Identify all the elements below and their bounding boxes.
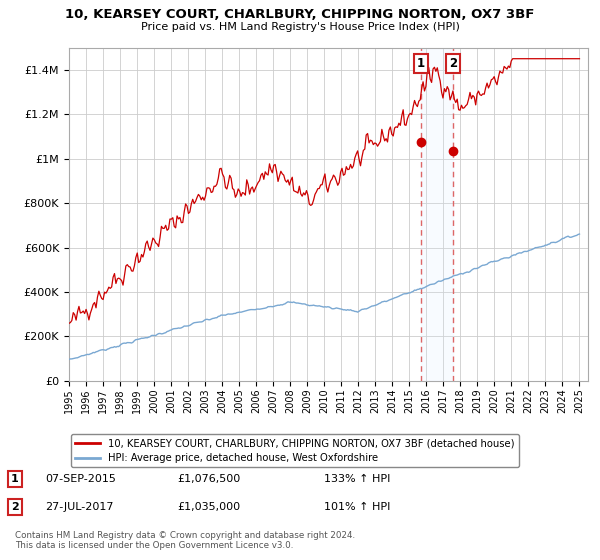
Legend: 10, KEARSEY COURT, CHARLBURY, CHIPPING NORTON, OX7 3BF (detached house), HPI: Av: 10, KEARSEY COURT, CHARLBURY, CHIPPING N… <box>71 434 519 467</box>
Text: 27-JUL-2017: 27-JUL-2017 <box>45 502 113 512</box>
Text: 101% ↑ HPI: 101% ↑ HPI <box>324 502 391 512</box>
Text: 2: 2 <box>449 57 457 69</box>
Text: 133% ↑ HPI: 133% ↑ HPI <box>324 474 391 484</box>
Text: Price paid vs. HM Land Registry's House Price Index (HPI): Price paid vs. HM Land Registry's House … <box>140 22 460 32</box>
Text: 07-SEP-2015: 07-SEP-2015 <box>45 474 116 484</box>
Text: 10, KEARSEY COURT, CHARLBURY, CHIPPING NORTON, OX7 3BF: 10, KEARSEY COURT, CHARLBURY, CHIPPING N… <box>65 8 535 21</box>
Text: Contains HM Land Registry data © Crown copyright and database right 2024.
This d: Contains HM Land Registry data © Crown c… <box>15 531 355 550</box>
Text: £1,035,000: £1,035,000 <box>177 502 240 512</box>
Text: 1: 1 <box>11 474 19 484</box>
Text: 1: 1 <box>417 57 425 69</box>
Text: £1,076,500: £1,076,500 <box>177 474 240 484</box>
Text: 2: 2 <box>11 502 19 512</box>
Bar <box>421 48 453 381</box>
